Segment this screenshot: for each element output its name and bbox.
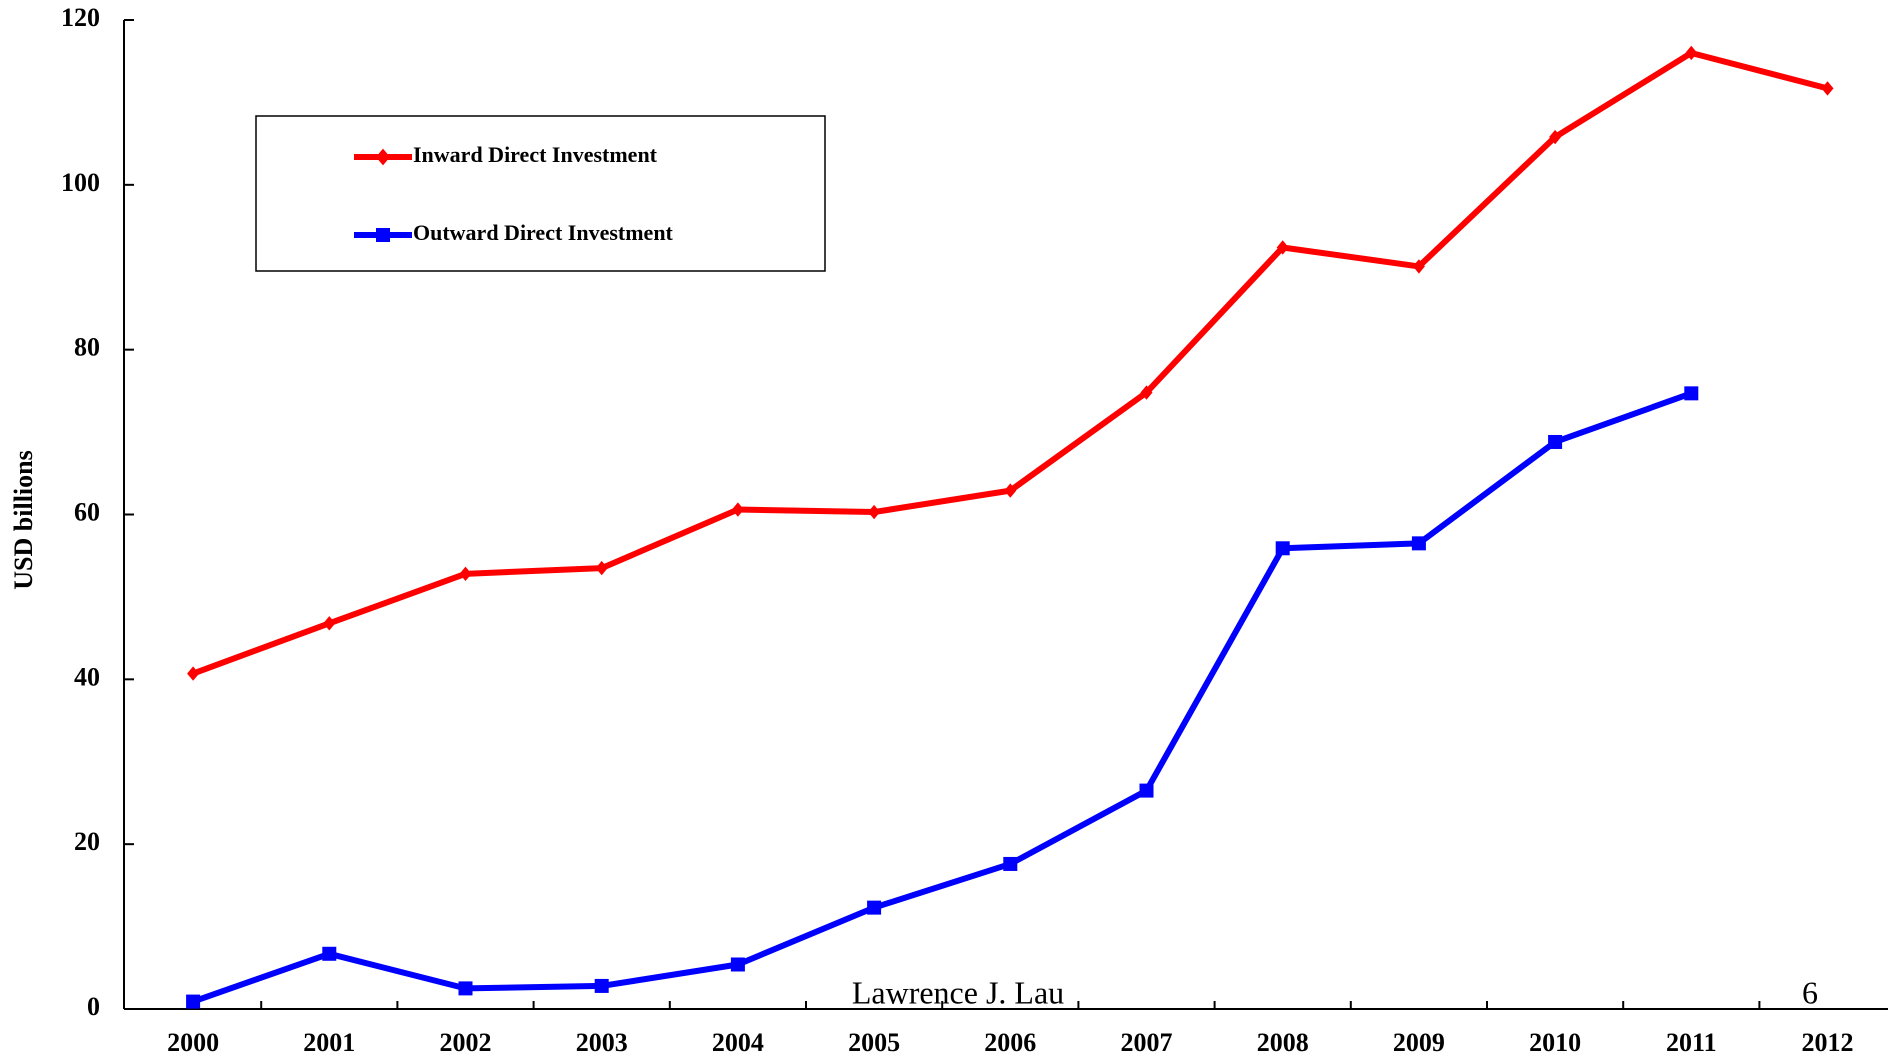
x-tick-label: 2003 [576,1028,628,1057]
legend-label: Inward Direct Investment [413,142,658,167]
point [1275,541,1290,556]
point [1411,536,1426,551]
point [458,981,473,996]
point [1139,783,1154,798]
point [1004,483,1017,498]
point [868,504,881,520]
point [867,900,882,915]
footer-author: Lawrence J. Lau [852,974,1064,1010]
point [1821,81,1834,96]
x-tick-label: 2001 [303,1028,355,1057]
legend-label: Outward Direct Investment [413,220,674,245]
legend-marker [376,148,390,166]
y-tick-label: 80 [74,333,100,362]
point [322,946,337,961]
point [459,566,472,582]
y-tick-label: 100 [61,168,100,197]
point [594,978,609,993]
x-tick-label: 2004 [712,1028,764,1057]
point [731,502,744,517]
x-tick-label: 2002 [440,1028,492,1057]
point [187,666,200,681]
point [1412,259,1425,274]
point [186,994,201,1009]
x-tick-label: 2000 [167,1028,219,1057]
y-tick-label: 120 [61,3,100,32]
y-tick-label: 60 [74,497,100,526]
x-tick-label: 2010 [1529,1028,1581,1057]
point [730,957,745,972]
page-number: 6 [1802,974,1818,1010]
series-line [192,390,1693,1005]
point [1549,129,1562,145]
point [1003,856,1018,871]
y-tick-label: 0 [87,992,100,1021]
x-tick-label: 2012 [1802,1028,1854,1057]
legend-marker [376,228,390,242]
point [1685,45,1698,61]
y-tick-label: 20 [74,827,100,856]
y-axis-label: USD billions [9,450,38,589]
x-tick-label: 2006 [984,1028,1036,1057]
x-tick-label: 2007 [1121,1028,1173,1057]
point [323,616,336,631]
point [1140,385,1153,400]
legend-box [255,115,826,272]
point [1276,240,1289,255]
point [1684,386,1699,401]
x-tick-label: 2008 [1257,1028,1309,1057]
y-tick-label: 40 [74,662,100,691]
point [595,560,608,576]
point [1548,434,1563,449]
x-tick-label: 2011 [1666,1028,1717,1057]
x-tick-label: 2009 [1393,1028,1445,1057]
x-tick-label: 2005 [848,1028,900,1057]
